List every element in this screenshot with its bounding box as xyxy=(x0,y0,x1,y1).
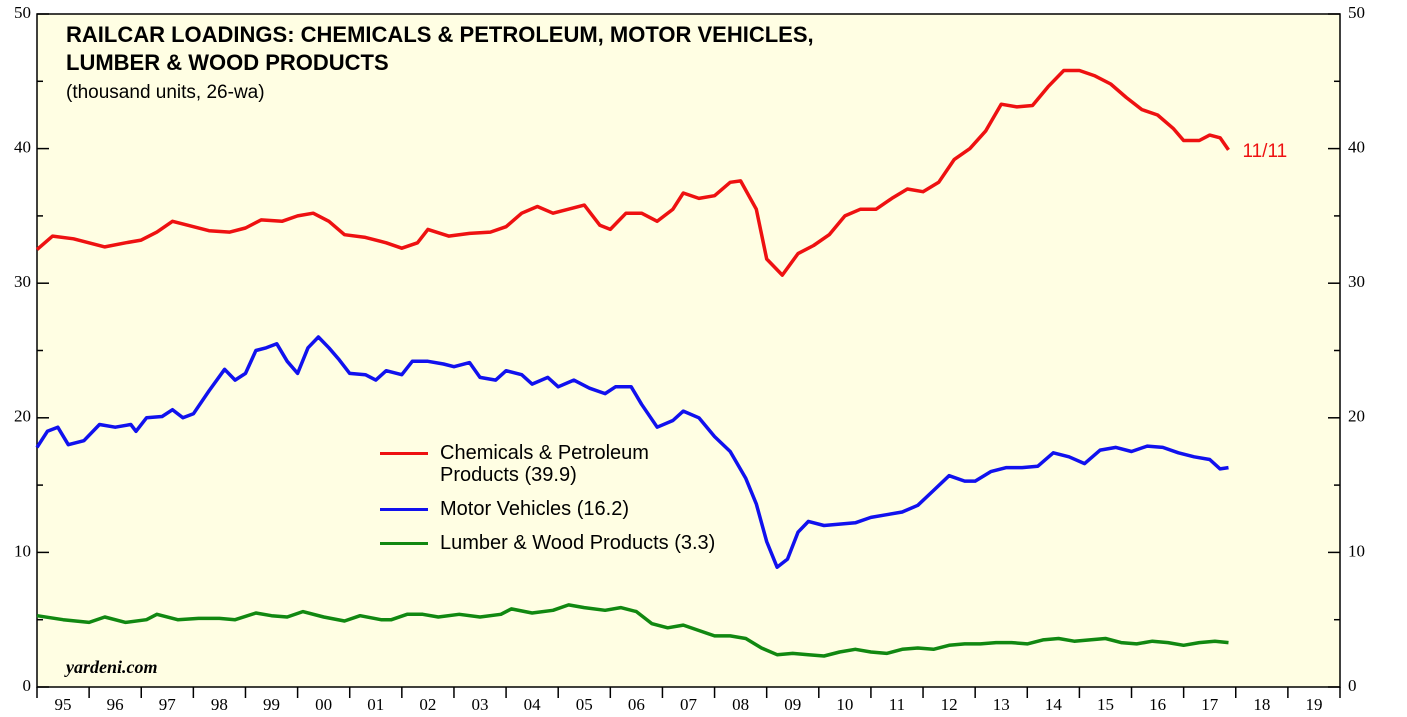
legend-swatch xyxy=(380,452,428,455)
y-tick-label: 20 xyxy=(14,407,31,426)
x-tick-label: 15 xyxy=(1097,695,1114,714)
y2-tick-label: 50 xyxy=(1348,3,1365,22)
y-tick-label: 30 xyxy=(14,272,31,291)
x-tick-label: 00 xyxy=(315,695,332,714)
x-tick-label: 07 xyxy=(680,695,698,714)
x-tick-label: 09 xyxy=(784,695,801,714)
legend-label: Chemicals & Petroleum Products (39.9) xyxy=(440,442,649,486)
series-line xyxy=(35,335,1229,569)
x-tick-label: 17 xyxy=(1201,695,1219,714)
x-tick-label: 10 xyxy=(836,695,853,714)
x-tick-label: 19 xyxy=(1305,695,1322,714)
legend-item: Motor Vehicles (16.2) xyxy=(380,498,715,520)
y-tick-label: 10 xyxy=(14,541,31,560)
legend-label: Lumber & Wood Products (3.3) xyxy=(440,532,716,554)
plot-area xyxy=(36,13,1341,688)
y-tick-label: 40 xyxy=(14,138,31,157)
x-tick-label: 98 xyxy=(211,695,228,714)
legend: Chemicals & Petroleum Products (39.9) Mot… xyxy=(380,442,715,566)
legend-label: Motor Vehicles (16.2) xyxy=(440,498,629,520)
y-tick-label: 0 xyxy=(23,676,32,695)
x-tick-label: 05 xyxy=(576,695,593,714)
x-tick-label: 16 xyxy=(1149,695,1166,714)
annotation: 11/11 xyxy=(1242,141,1287,162)
y2-tick-label: 30 xyxy=(1348,272,1365,291)
y2-tick-label: 10 xyxy=(1348,541,1365,560)
x-tick-label: 04 xyxy=(524,695,542,714)
y2-tick-label: 0 xyxy=(1348,676,1357,695)
x-tick-label: 03 xyxy=(472,695,489,714)
x-tick-label: 97 xyxy=(159,695,177,714)
y2-tick-label: 20 xyxy=(1348,407,1365,426)
source: yardeni.com xyxy=(64,657,158,677)
x-tick-label: 99 xyxy=(263,695,280,714)
legend-swatch xyxy=(380,508,428,511)
y-tick-label: 50 xyxy=(14,3,31,22)
chart-subtitle: (thousand units, 26-wa) xyxy=(66,82,265,103)
x-tick-label: 14 xyxy=(1045,695,1063,714)
legend-item: Chemicals & Petroleum Products (39.9) xyxy=(380,442,715,486)
series-line xyxy=(35,68,1230,277)
chart-title: RAILCAR LOADINGS: CHEMICALS & PETROLEUM,… xyxy=(66,22,814,47)
x-tick-label: 11 xyxy=(889,695,905,714)
x-tick-label: 06 xyxy=(628,695,645,714)
x-tick-label: 01 xyxy=(367,695,384,714)
x-tick-label: 95 xyxy=(55,695,72,714)
x-tick-label: 08 xyxy=(732,695,749,714)
y2-tick-label: 40 xyxy=(1348,138,1365,157)
legend-swatch xyxy=(380,542,428,545)
x-tick-label: 12 xyxy=(941,695,958,714)
x-tick-label: 96 xyxy=(107,695,124,714)
x-tick-label: 18 xyxy=(1253,695,1270,714)
x-tick-label: 02 xyxy=(419,695,436,714)
chart-title-line2: LUMBER & WOOD PRODUCTS xyxy=(66,50,389,75)
series-line xyxy=(36,603,1229,658)
x-tick-label: 13 xyxy=(993,695,1010,714)
legend-item: Lumber & Wood Products (3.3) xyxy=(380,532,715,554)
